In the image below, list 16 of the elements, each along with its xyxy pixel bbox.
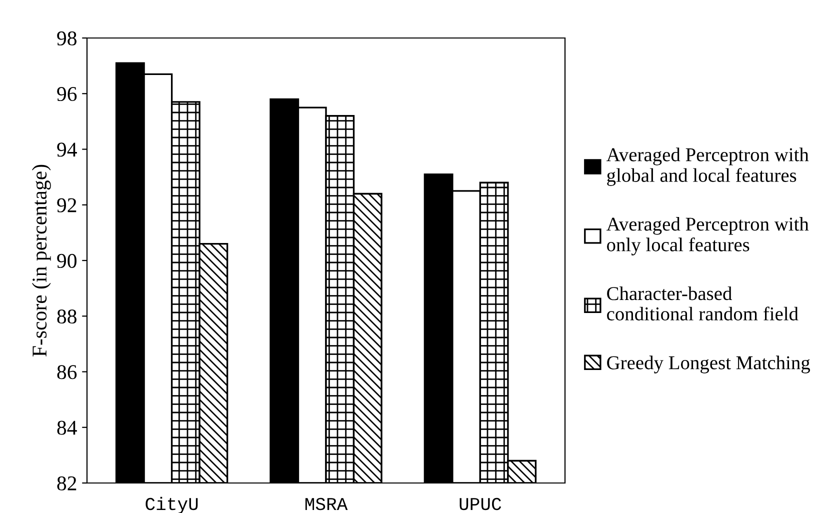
- y-tick-label: 88: [57, 310, 76, 324]
- y-tick-label: 92: [57, 198, 76, 212]
- legend-label: Averaged Perceptron with only local features: [606, 217, 809, 256]
- y-tick-label: 82: [57, 476, 76, 490]
- legend-label: Greedy Longest Matching: [607, 356, 810, 374]
- y-tick-label: 96: [57, 87, 77, 102]
- y-tick-label: 84: [57, 420, 77, 435]
- y-tick-label: 90: [57, 254, 76, 268]
- y-tick-label: 98: [57, 31, 76, 46]
- x-tick-label: MSRA: [305, 498, 348, 510]
- y-tick-label: 86: [57, 365, 77, 380]
- y-tick-label: 94: [57, 142, 77, 157]
- legend-label: Character-based conditional random field: [607, 286, 798, 320]
- y-axis-title: F-score (in percentage): [32, 164, 51, 356]
- legend-label: Averaged Perceptron with global and local features: [606, 148, 809, 186]
- x-tick-label: UPUC: [460, 498, 502, 510]
